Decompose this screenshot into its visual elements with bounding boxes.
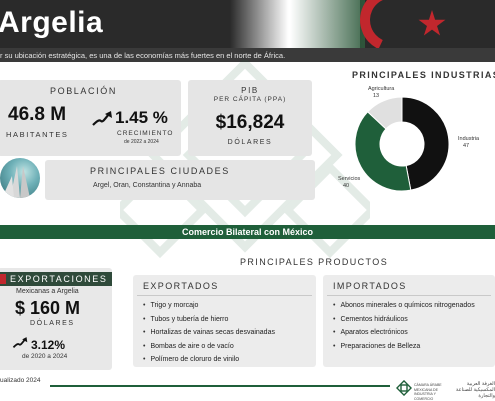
page-subtitle: r su ubicación estratégica, es una de la…	[0, 51, 286, 60]
exportaciones-value: $ 160 M	[15, 298, 81, 318]
pie-label-agricultura-value: 13	[373, 93, 379, 99]
exportaciones-title: EXPORTACIONES	[10, 274, 108, 284]
list-item: Bombas de aire o de vacío	[143, 340, 275, 354]
header-banner: Argelia	[0, 0, 495, 48]
exportaciones-label: DÓLARES	[30, 320, 75, 327]
exportaciones-header	[0, 272, 112, 286]
list-item: Hortalizas de vainas secas desvainadas	[143, 326, 275, 340]
comercio-banner	[0, 225, 495, 239]
footer-divider	[50, 385, 390, 387]
list-item: Preparaciones de Belleza	[333, 340, 475, 354]
list-item: Polímero de cloruro de vinilo	[143, 353, 275, 367]
list-item: Cementos hidráulicos	[333, 313, 475, 327]
chamber-logo-icon	[396, 380, 412, 396]
pib-value: $16,824	[215, 112, 285, 133]
exportados-title: EXPORTADOS	[143, 281, 219, 291]
pib-title: PIB	[241, 86, 259, 95]
comercio-title: Comercio Bilateral con México	[181, 227, 314, 237]
poblacion-card: POBLACIÓN 46.8 M HABITANTES 1.45 % CRECI…	[0, 80, 181, 156]
exportados-list: Trigo y morcajo Tubos y tubería de hierr…	[143, 299, 275, 367]
pie-slice-servicios	[354, 111, 412, 192]
pie-label-agricultura-name: Agricultura	[368, 86, 395, 92]
list-item: Abonos minerales o químicos nitrogenados	[333, 299, 474, 313]
growth-value: 1.45 %	[115, 108, 168, 127]
pib-subtitle: PER CÁPITA (PPA)	[213, 96, 287, 103]
poblacion-title: POBLACIÓN	[50, 86, 117, 96]
header-dark-edge	[448, 0, 495, 48]
monument-icon	[2, 166, 30, 198]
pie-slice-industria	[401, 96, 450, 191]
exportados-divider	[137, 295, 312, 296]
importados-divider	[327, 295, 491, 296]
exportaciones-growth-icon	[12, 337, 28, 348]
mexico-flag-icon	[0, 274, 6, 284]
chamber-name: CÁMARA ÁRABE MEXICANA DE INDUSTRIA Y COM…	[414, 383, 442, 401]
list-item: Tubos y tubería de hierro	[143, 313, 275, 327]
exportaciones-subtitle: Mexicanas a Argelia	[16, 288, 79, 295]
page-title: Argelia	[0, 6, 104, 39]
monument-image	[0, 158, 40, 198]
importados-card: IMPORTADOS Abonos minerales o químicos n…	[323, 275, 495, 367]
ciudades-card: PRINCIPALES CIUDADES Argel, Oran, Consta…	[45, 160, 315, 200]
importados-list: Abonos minerales o químicos nitrogenados…	[333, 299, 475, 354]
habitantes-label: HABITANTES	[6, 130, 69, 139]
exportaciones-growth-value: 3.12%	[31, 338, 66, 352]
updated-note: ualizado 2024	[0, 377, 41, 384]
industrias-title: PRINCIPALES INDUSTRIAS	[352, 70, 495, 80]
growth-arrow-icon	[92, 111, 112, 126]
pie-slice-agricultura	[367, 96, 403, 130]
pie-label-industria-name: Industria	[458, 136, 480, 142]
exportados-card: EXPORTADOS Trigo y morcajo Tubos y tuber…	[133, 275, 316, 367]
pib-card: PIB PER CÁPITA (PPA) $16,824 DÓLARES	[188, 80, 312, 156]
importados-title: IMPORTADOS	[333, 281, 407, 291]
subtitle-bar	[0, 48, 495, 62]
productos-title: PRINCIPALES PRODUCTOS	[240, 257, 389, 267]
flag-green-band	[290, 0, 365, 48]
pib-label: DÓLARES	[227, 139, 273, 146]
ciudades-title: PRINCIPALES CIUDADES	[90, 166, 230, 176]
pie-label-industria-value: 47	[463, 143, 469, 149]
exportaciones-growth-period: de 2020 a 2024	[22, 353, 68, 360]
habitantes-value: 46.8 M	[8, 104, 67, 125]
list-item: Aparatos electrónicos	[333, 326, 475, 340]
ciudades-list: Argel, Oran, Constantina y Annaba	[93, 182, 202, 189]
list-item: Trigo y morcajo	[143, 299, 275, 313]
growth-period: de 2022 a 2024	[124, 139, 159, 145]
pie-label-servicios-value: 40	[343, 183, 349, 189]
chamber-name-arabic: الغرفة العربية المكسيكية للصناعة والتجار…	[455, 381, 495, 399]
growth-label: CRECIMIENTO	[117, 130, 174, 137]
pie-label-servicios-name: Servicios	[338, 176, 361, 182]
